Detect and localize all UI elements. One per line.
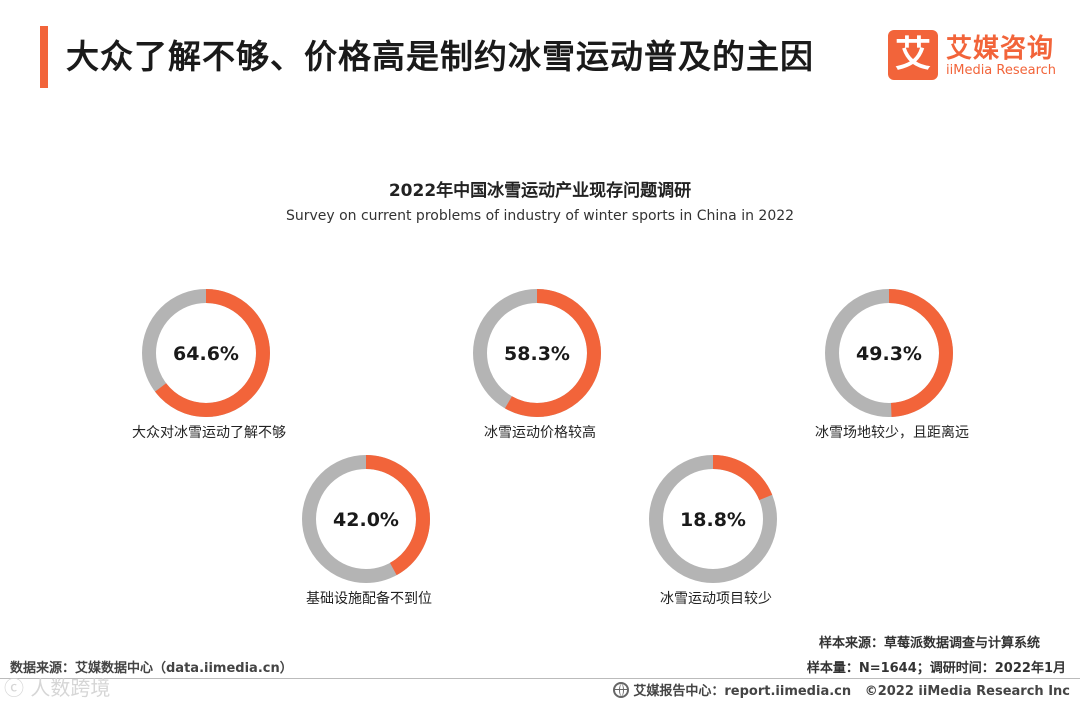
logo-mark-icon: 艾 bbox=[888, 30, 938, 80]
donut-value-arc bbox=[649, 455, 777, 583]
donut-category-label: 冰雪运动项目较少 bbox=[660, 591, 772, 607]
data-source: 数据来源：艾媒数据中心（data.iimedia.cn） bbox=[10, 661, 293, 676]
copyright: ©2022 iiMedia Research Inc bbox=[864, 684, 1070, 699]
chart-subtitle: Survey on current problems of industry o… bbox=[285, 208, 795, 224]
page-title: 大众了解不够、价格高是制约冰雪运动普及的主因 bbox=[66, 37, 814, 76]
logo-chinese-name: 艾媒咨询 bbox=[946, 34, 1055, 64]
report-center-link[interactable]: 艾媒报告中心：report.iimedia.cn bbox=[633, 684, 852, 699]
iimedia-logo: 艾 艾媒咨询 iiMedia Research bbox=[888, 28, 1068, 82]
donut-value-arc bbox=[302, 455, 430, 583]
donut-3: 49.3% 冰雪场地较少，且距离远 bbox=[815, 289, 969, 441]
footer-divider bbox=[0, 678, 1080, 679]
sample-size: 样本量：N=1644；调研时间：2022年1月 bbox=[806, 661, 1066, 676]
donut-value-label: 18.8% bbox=[680, 509, 746, 531]
donut-category-label: 冰雪场地较少，且距离远 bbox=[815, 424, 969, 441]
donut-1: 64.6% 大众对冰雪运动了解不够 bbox=[132, 289, 286, 441]
chart-title: 2022年中国冰雪运动产业现存问题调研 bbox=[388, 181, 692, 201]
donut-4: 42.0% 基础设施配备不到位 bbox=[302, 455, 432, 607]
donut-category-label: 冰雪运动价格较高 bbox=[484, 424, 596, 441]
donut-value-label: 49.3% bbox=[856, 343, 922, 365]
sample-source: 样本来源：草莓派数据调查与计算系统 bbox=[818, 636, 1040, 651]
donut-value-arc bbox=[825, 289, 953, 417]
donut-value-arc bbox=[142, 289, 270, 417]
donut-value-label: 42.0% bbox=[333, 509, 399, 531]
donut-value-label: 64.6% bbox=[173, 343, 239, 365]
title-accent-bar bbox=[40, 26, 48, 88]
donut-value-arc bbox=[473, 289, 601, 417]
donut-value-label: 58.3% bbox=[504, 343, 570, 365]
donut-2: 58.3% 冰雪运动价格较高 bbox=[473, 289, 601, 441]
logo-english-name: iiMedia Research bbox=[946, 63, 1057, 78]
donut-category-label: 基础设施配备不到位 bbox=[306, 590, 432, 607]
footer-report-center: 艾媒报告中心：report.iimedia.cn ©2022 iiMedia R… bbox=[613, 680, 1070, 699]
globe-icon bbox=[613, 682, 630, 698]
donut-category-label: 大众对冰雪运动了解不够 bbox=[132, 425, 286, 441]
donut-5: 18.8% 冰雪运动项目较少 bbox=[649, 455, 777, 607]
watermark: ⓒ 人数跨境 bbox=[4, 676, 111, 700]
